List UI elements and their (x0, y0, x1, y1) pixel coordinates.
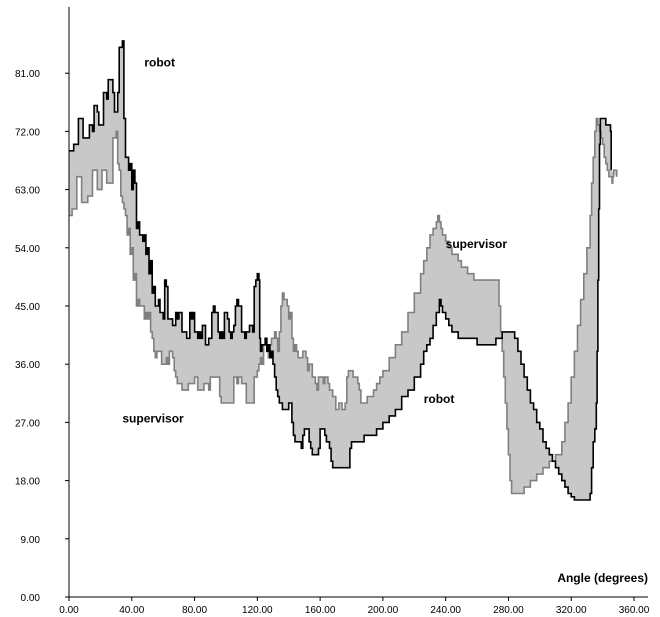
series-line-robot (69, 40, 612, 501)
series-line-supervisor (69, 117, 618, 495)
annotation-label: robot (144, 56, 175, 70)
x-tick-label: 280.00 (493, 605, 524, 616)
x-axis-title: Angle (degrees) (557, 571, 648, 585)
axes (68, 7, 648, 598)
y-tick-label: 18.00 (15, 477, 40, 488)
annotation-label: robot (424, 392, 455, 406)
annotations: robot supervisor supervisor robot (122, 56, 507, 426)
x-tick-label: 80.00 (182, 605, 207, 616)
y-tick-label: 27.00 (15, 418, 40, 429)
y-tick-label: 81.00 (15, 69, 40, 80)
x-tick-label: 320.00 (556, 605, 587, 616)
x-tick-label: 160.00 (305, 605, 336, 616)
annotation-label: supervisor (122, 411, 184, 425)
y-tick-label: 63.00 (15, 186, 40, 197)
y-tick-label: 9.00 (21, 535, 41, 546)
x-tick-label: 0.00 (59, 605, 79, 616)
y-tick-label: 45.00 (15, 302, 40, 313)
y-tick-label: 36.00 (15, 360, 40, 371)
y-tick-label: 0.00 (21, 593, 41, 604)
tick-labels: 0.00 40.00 80.00 120.00 160.00 200.00 240.00 28… (15, 69, 650, 616)
y-tick-label: 54.00 (15, 244, 40, 255)
x-tick-label: 200.00 (368, 605, 399, 616)
x-tick-label: 240.00 (430, 605, 461, 616)
x-tick-label: 40.00 (119, 605, 144, 616)
x-tick-label: 360.00 (619, 605, 650, 616)
series-layer (69, 40, 618, 501)
x-tick-label: 120.00 (242, 605, 273, 616)
annotation-label: supervisor (446, 237, 508, 251)
y-tick-label: 72.00 (15, 127, 40, 138)
